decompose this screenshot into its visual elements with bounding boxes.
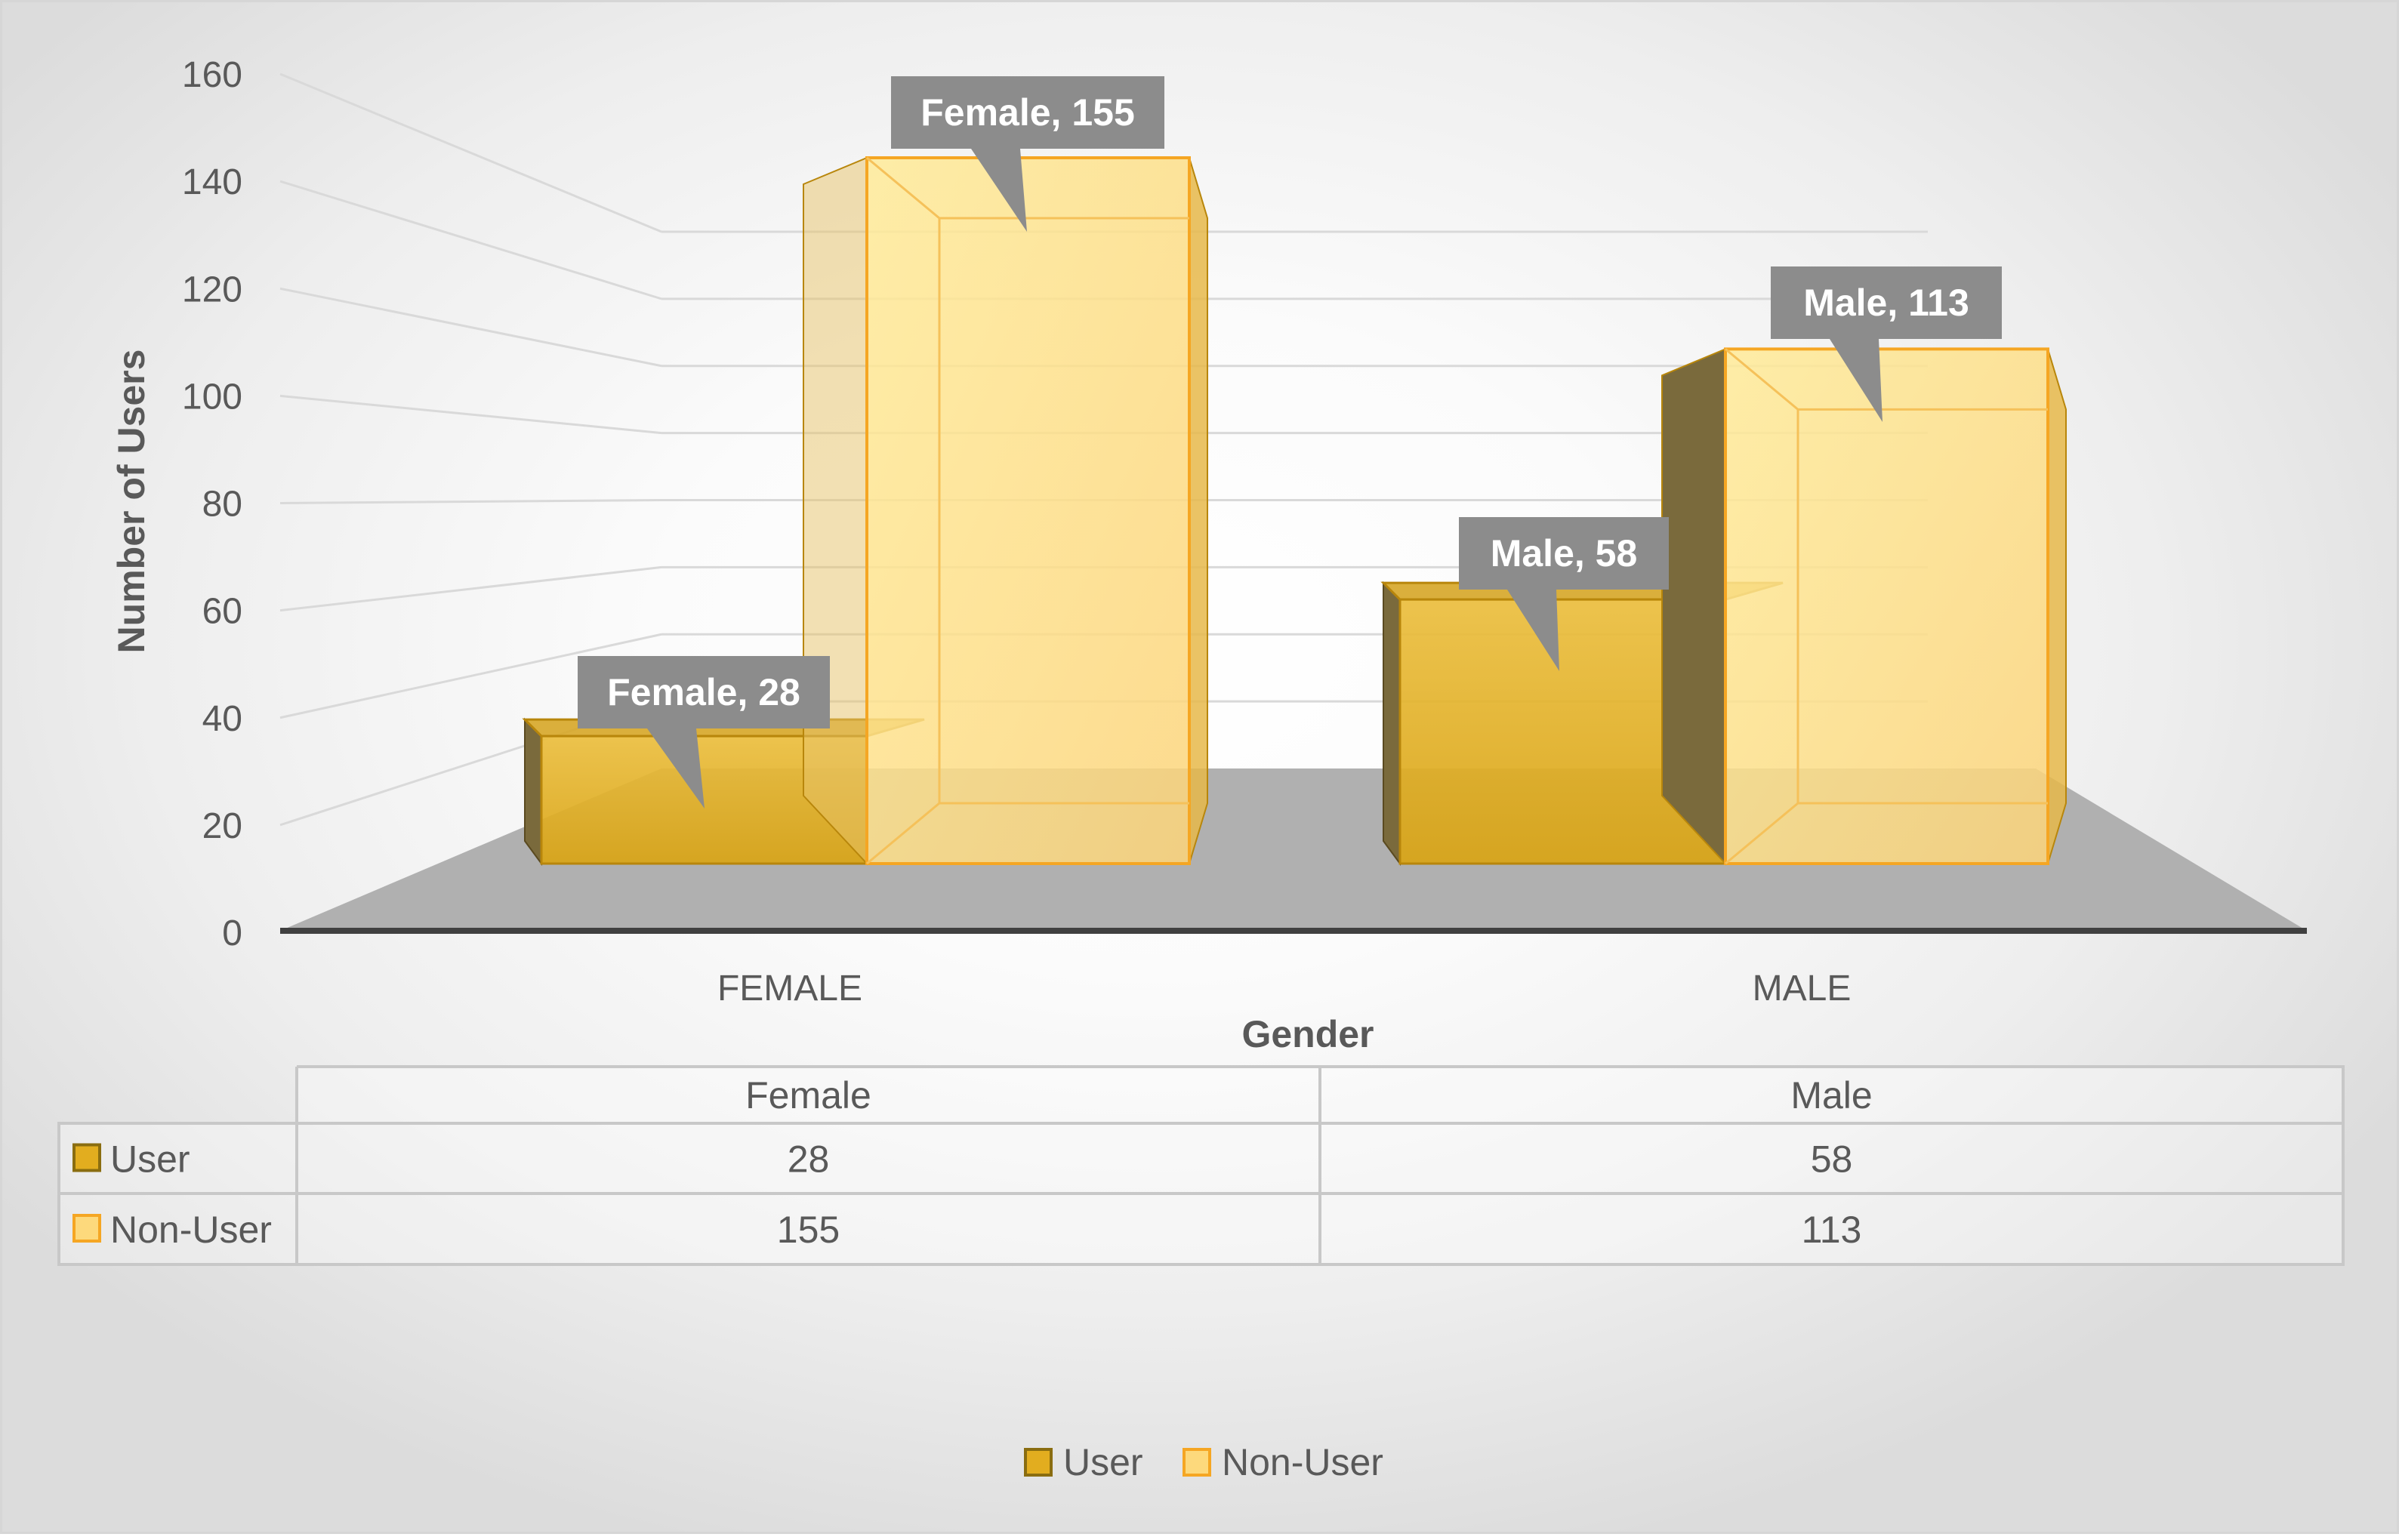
bars bbox=[522, 156, 2067, 867]
bar-nonuser-rightside-male bbox=[2047, 349, 2067, 864]
data-label-user-male-box bbox=[1459, 517, 1669, 590]
data-table-cell-non-user-female: 155 bbox=[777, 1209, 840, 1251]
data-table-header-male: Male bbox=[1790, 1074, 1872, 1116]
x-category-label-male: MALE bbox=[1753, 969, 1852, 1009]
bar-nonuser-front-male bbox=[1724, 347, 2049, 865]
data-label-user-male-pointer bbox=[1507, 590, 1559, 671]
data-labels: Female, 28 Female, 155 Male, 58 Male, 113 bbox=[578, 76, 2002, 808]
y-tick-label-60: 60 bbox=[202, 592, 242, 632]
legend-swatch-user bbox=[1024, 1448, 1053, 1477]
data-label-user-female: Female, 28 bbox=[578, 656, 830, 808]
gridline-60 bbox=[279, 565, 662, 612]
y-tick-label-80: 80 bbox=[202, 485, 242, 525]
gridline-100 bbox=[279, 394, 662, 435]
legend-item-user: User bbox=[1024, 1441, 1143, 1483]
legend-label-non-user: Non-User bbox=[1222, 1441, 1383, 1483]
data-label-non-user-female-pointer bbox=[971, 149, 1027, 232]
y-tick-label-0: 0 bbox=[222, 913, 242, 953]
legend: User Non-User bbox=[1024, 1441, 1383, 1483]
data-label-non-user-male-box bbox=[1771, 266, 2002, 339]
legend-swatch-non-user bbox=[1183, 1448, 1211, 1477]
bar-nonuser-side-male bbox=[1661, 347, 1726, 866]
data-table-header-female: Female bbox=[745, 1074, 871, 1116]
data-table-row-label-non-user: Non-User bbox=[110, 1209, 272, 1251]
bar-user-side-female bbox=[524, 717, 542, 867]
y-tick-label-160: 160 bbox=[182, 55, 242, 95]
bar-nonuser-rightside-female bbox=[1189, 157, 1208, 864]
legend-label-user: User bbox=[1063, 1441, 1143, 1483]
data-label-user-female-pointer bbox=[647, 728, 705, 808]
data-table-cell-user-female: 28 bbox=[788, 1138, 830, 1181]
bar-nonuser-front-female bbox=[865, 156, 1191, 865]
y-tick-label-120: 120 bbox=[182, 270, 242, 310]
legend-item-non-user: Non-User bbox=[1183, 1441, 1383, 1483]
y-tick-label-40: 40 bbox=[202, 699, 242, 739]
data-label-user-male: Male, 58 bbox=[1459, 517, 1669, 671]
data-label-user-female-box bbox=[578, 656, 830, 728]
data-label-user-female-text: Female, 28 bbox=[607, 671, 800, 713]
data-label-non-user-male: Male, 113 bbox=[1771, 266, 2002, 422]
data-table-cell-non-user-male: 113 bbox=[1802, 1209, 1862, 1251]
gridline-40 bbox=[279, 633, 662, 719]
bar-nonuser-male bbox=[1661, 347, 2067, 866]
data-table-key-user bbox=[72, 1143, 101, 1172]
data-table-key-non-user bbox=[72, 1214, 101, 1243]
y-axis-title: Number of Users bbox=[110, 350, 153, 654]
gridline-140 bbox=[279, 180, 662, 300]
data-label-non-user-male-text: Male, 113 bbox=[1803, 282, 1969, 324]
bar-nonuser-female bbox=[803, 156, 1208, 866]
x-axis-title: Gender bbox=[1241, 1013, 1374, 1055]
y-axis-ticks: 0 20 40 60 80 100 120 140 160 bbox=[182, 55, 242, 953]
data-table-row-label-user: User bbox=[110, 1138, 190, 1181]
bar-nonuser-inner-base-male bbox=[1725, 802, 2048, 865]
data-label-non-user-male-pointer bbox=[1830, 339, 1883, 422]
x-category-label-female: FEMALE bbox=[717, 969, 862, 1009]
bar-user-side-male bbox=[1383, 581, 1401, 867]
gridline-120 bbox=[279, 287, 662, 368]
y-tick-label-20: 20 bbox=[202, 806, 242, 846]
data-table-cell-user-male: 58 bbox=[1811, 1138, 1853, 1181]
y-tick-label-100: 100 bbox=[182, 377, 242, 417]
data-label-non-user-female-text: Female, 155 bbox=[920, 91, 1135, 134]
data-table: Female Male User 28 58 Non-User 155 113 bbox=[57, 1065, 2345, 1266]
data-label-user-male-text: Male, 58 bbox=[1491, 532, 1638, 574]
y-tick-label-140: 140 bbox=[182, 162, 242, 202]
gridline-80 bbox=[279, 499, 662, 504]
bar-nonuser-side-female bbox=[803, 156, 868, 866]
bar-nonuser-inner-base-female bbox=[866, 802, 1189, 865]
gridline-160 bbox=[279, 72, 662, 233]
data-label-non-user-female-box bbox=[891, 76, 1164, 149]
data-label-non-user-female: Female, 155 bbox=[891, 76, 1164, 232]
